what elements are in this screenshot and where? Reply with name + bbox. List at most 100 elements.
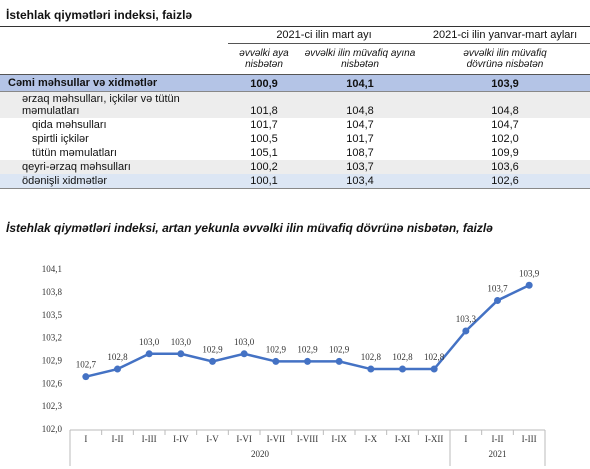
x-tick-label: I-III xyxy=(522,434,537,444)
y-tick-label: 102,9 xyxy=(42,355,63,365)
cell: 101,7 xyxy=(346,133,374,145)
cell: 101,7 xyxy=(250,119,278,131)
cell: 103,6 xyxy=(420,160,590,174)
group-label: 2020 xyxy=(251,449,270,459)
data-label: 103,0 xyxy=(171,337,192,347)
row-label: Cəmi məhsullar və xidmətlər xyxy=(0,74,228,92)
x-tick-label: I-VIII xyxy=(297,434,319,444)
x-tick-label: I-III xyxy=(142,434,157,444)
row-label: spirtli içkilər xyxy=(32,133,89,145)
header-row: 2021-ci ilin mart ayı 2021-ci ilin yanva… xyxy=(0,27,590,44)
page-title: İstehlak qiymətləri indeksi, faizlə xyxy=(6,8,193,22)
x-tick-label: I-V xyxy=(206,434,219,444)
row-label: ərzaq məhsulları, içkilər və tütün məmul… xyxy=(0,91,228,118)
cell: 104,8 xyxy=(300,91,420,118)
column-header: əvvəlki ilin müvafiq ayına nisbətən xyxy=(304,48,416,70)
x-tick-label: I-XII xyxy=(425,434,444,444)
rule xyxy=(0,26,590,27)
data-label: 102,9 xyxy=(329,344,350,354)
marker xyxy=(399,365,406,373)
cell: 109,9 xyxy=(491,147,519,159)
marker xyxy=(494,296,501,304)
row: qeyri-ərzaq məhsulları 100,2 103,7 103,6 xyxy=(0,160,590,174)
y-tick-label: 103,5 xyxy=(42,310,63,320)
row: spirtli içkilər 100,5 101,7 102,0 xyxy=(0,132,590,146)
marker xyxy=(304,357,311,365)
y-tick-label: 103,8 xyxy=(42,287,63,297)
marker xyxy=(335,357,343,365)
column-header: əvvəlki aya nisbətən xyxy=(239,48,289,70)
row: ərzaq məhsulları, içkilər və tütün məmul… xyxy=(0,91,590,118)
marker xyxy=(240,350,248,358)
chart-title: İstehlak qiymətləri indeksi, artan yekun… xyxy=(6,221,493,235)
marker xyxy=(430,365,438,373)
data-label: 103,0 xyxy=(234,337,255,347)
column-group: 2021-ci ilin mart ayı xyxy=(228,27,420,44)
cell: 100,9 xyxy=(228,74,300,92)
marker xyxy=(82,373,90,381)
x-tick-label: I-VI xyxy=(236,434,252,444)
row-label: qeyri-ərzaq məhsulları xyxy=(0,160,228,174)
cell: 100,5 xyxy=(250,133,278,145)
row-label: tütün məmulatları xyxy=(32,147,117,159)
row-label: qida məhsulları xyxy=(32,119,107,131)
chart: 102,0 102,3 102,6 102,9 103,2 103,5 103,8 104,1… xyxy=(42,264,546,466)
x-tick-label: I-IX xyxy=(331,434,347,444)
cell: 100,1 xyxy=(228,174,300,189)
data-label: 102,8 xyxy=(392,352,413,362)
data-label: 102,8 xyxy=(424,352,445,362)
x-tick-label: I-II xyxy=(492,434,504,444)
cell: 104,8 xyxy=(420,91,590,118)
marker xyxy=(367,365,375,373)
x-tick-label: I-II xyxy=(112,434,124,444)
data-label: 102,9 xyxy=(202,344,223,354)
cell: 101,8 xyxy=(228,91,300,118)
marker xyxy=(114,365,121,373)
data-label: 102,8 xyxy=(107,352,128,362)
row: Cəmi məhsullar və xidmətlər 100,9 104,1 103… xyxy=(0,74,590,92)
cell: 102,6 xyxy=(420,174,590,189)
x-tick-label: I-XI xyxy=(395,434,411,444)
group-label: 2021 xyxy=(489,449,507,459)
y-tick-label: 103,2 xyxy=(42,333,62,343)
row-label: ödənişli xidmətlər xyxy=(0,174,228,189)
x-tick-label: I-IV xyxy=(173,434,189,444)
data-label: 103,9 xyxy=(519,268,540,278)
row: ödənişli xidmətlər 100,1 103,4 102,6 xyxy=(0,174,590,189)
cell: 100,2 xyxy=(228,160,300,174)
column-header: əvvəlki ilin müvafiq dövrünə nisbətən xyxy=(463,48,547,70)
marker xyxy=(272,357,280,365)
data-label: 103,7 xyxy=(487,284,508,294)
cell: 105,1 xyxy=(250,147,278,159)
cpi-table: 2021-ci ilin mart ayı 2021-ci ilin yanva… xyxy=(0,27,590,189)
marker xyxy=(177,350,185,358)
column-group: 2021-ci ilin yanvar-mart ayları xyxy=(420,27,590,44)
data-label: 103,3 xyxy=(456,314,477,324)
row: tütün məmulatları 105,1 108,7 109,9 xyxy=(0,146,590,160)
y-tick-label: 102,6 xyxy=(42,378,63,388)
y-tick-label: 104,1 xyxy=(42,264,62,274)
data-label: 103,0 xyxy=(139,337,160,347)
cell: 104,1 xyxy=(300,74,420,92)
cell: 103,4 xyxy=(300,174,420,189)
x-tick-label: I-X xyxy=(365,434,378,444)
data-label: 102,8 xyxy=(361,352,382,362)
marker xyxy=(145,350,153,358)
x-tick-label: I xyxy=(84,434,87,444)
row: qida məhsulları 101,7 104,7 104,7 xyxy=(0,118,590,132)
header-row: əvvəlki aya nisbətən əvvəlki ilin müvafi… xyxy=(0,43,590,75)
data-label: 102,9 xyxy=(297,344,318,354)
marker xyxy=(462,327,470,335)
cell: 103,9 xyxy=(420,74,590,92)
data-label: 102,9 xyxy=(266,344,287,354)
cell: 104,7 xyxy=(491,119,519,131)
y-tick-label: 102,3 xyxy=(42,401,63,411)
cell: 104,7 xyxy=(346,119,374,131)
cell: 103,7 xyxy=(300,160,420,174)
marker xyxy=(525,281,533,289)
marker xyxy=(209,357,216,365)
data-label: 102,7 xyxy=(76,360,97,370)
x-tick-label: I-VII xyxy=(267,434,286,444)
x-tick-label: I xyxy=(464,434,467,444)
